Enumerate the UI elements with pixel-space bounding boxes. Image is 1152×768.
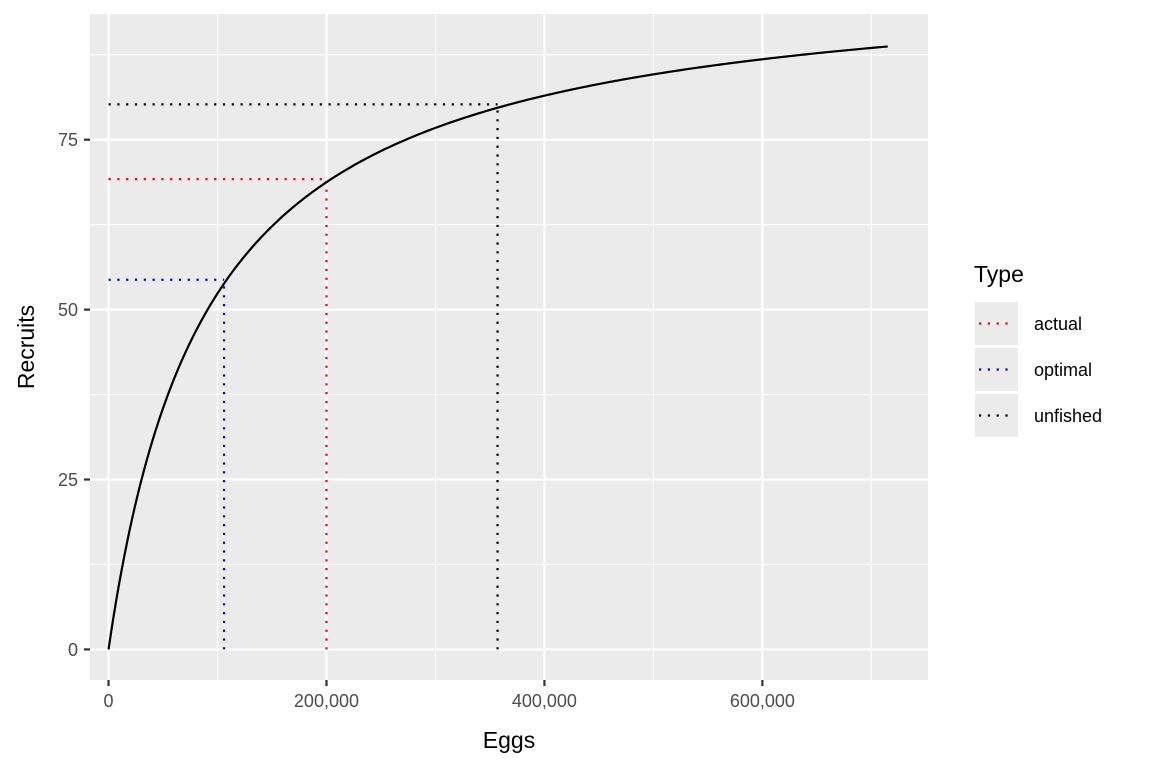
y-tick-label: 0 xyxy=(68,640,78,660)
reference-lines xyxy=(108,103,499,650)
y-tick-label: 25 xyxy=(58,470,78,490)
plot-panel xyxy=(90,14,928,680)
y-tick-label: 50 xyxy=(58,300,78,320)
x-tick-label: 400,000 xyxy=(512,691,577,711)
x-tick-label: 200,000 xyxy=(294,691,359,711)
legend-key-actual xyxy=(975,302,1018,345)
legend: Type actual optimal unfished xyxy=(974,261,1102,437)
y-axis-title: Recruits xyxy=(13,305,39,389)
grid-minor xyxy=(90,14,928,680)
x-tick-label: 600,000 xyxy=(730,691,795,711)
x-tick-label: 0 xyxy=(104,691,114,711)
x-axis-ticks: 0 200,000 400,000 600,000 xyxy=(104,680,795,711)
legend-key-unfished xyxy=(975,394,1018,437)
legend-key-optimal xyxy=(975,348,1018,391)
recruitment-curve xyxy=(107,45,888,650)
y-axis-ticks: 0 25 50 75 xyxy=(58,130,90,660)
legend-label-optimal: optimal xyxy=(1034,360,1092,380)
legend-title: Type xyxy=(974,261,1024,287)
x-axis-title: Eggs xyxy=(483,727,535,753)
legend-label-unfished: unfished xyxy=(1034,406,1102,426)
y-tick-label: 75 xyxy=(58,130,78,150)
legend-label-actual: actual xyxy=(1034,314,1082,334)
